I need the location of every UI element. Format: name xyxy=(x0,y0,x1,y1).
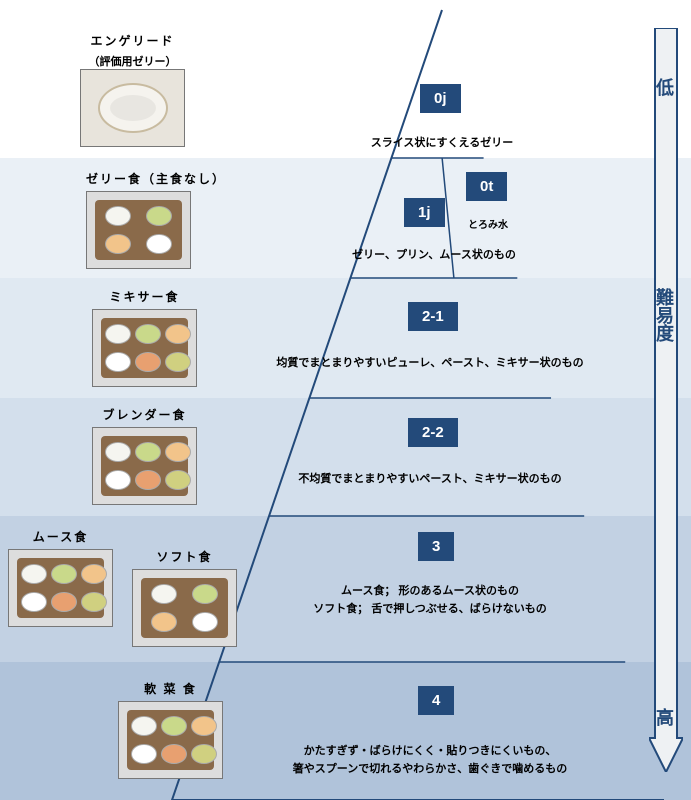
food-label: ミキサー食 xyxy=(92,288,197,305)
food-photo xyxy=(118,701,223,779)
level-desc-5: かたすぎず・ばらけにくく・貼りつきにくいもの、箸やスプーンで切れるやわらかさ、歯… xyxy=(210,740,650,778)
food-photo xyxy=(8,549,113,627)
level-code-4: 4 xyxy=(418,686,454,715)
food-label: ソフト食 xyxy=(132,548,237,565)
level-code-0t: 0t xyxy=(466,172,507,201)
food-card-5-0: 軟 菜 食 xyxy=(118,680,223,779)
level-desc-0: スライス状にすくえるゼリー xyxy=(222,132,662,152)
food-label: 軟 菜 食 xyxy=(118,680,223,697)
food-sublabel: （評価用ゼリー） xyxy=(80,53,185,69)
food-card-2-0: ミキサー食 xyxy=(92,288,197,387)
food-card-1-0: ゼリー食（主食なし） xyxy=(86,170,226,269)
level-code-0j: 0j xyxy=(420,84,461,113)
food-photo xyxy=(80,69,185,147)
food-photo xyxy=(92,427,197,505)
food-photo xyxy=(86,191,191,269)
difficulty-low-label: 低 xyxy=(651,78,677,96)
food-card-4-1: ソフト食 xyxy=(132,548,237,647)
food-label: ゼリー食（主食なし） xyxy=(86,170,226,187)
difficulty-high-label: 高 xyxy=(651,708,677,726)
food-label: エンゲリード xyxy=(80,32,185,49)
difficulty-arrow: 低 難易度 高 xyxy=(649,28,683,772)
food-card-4-0: ムース食 xyxy=(8,528,113,627)
difficulty-axis-label: 難易度 xyxy=(651,288,677,342)
level-code-3: 3 xyxy=(418,532,454,561)
level-desc-2: 均質でまとまりやすいピューレ、ペースト、ミキサー状のもの xyxy=(210,352,650,372)
food-photo xyxy=(92,309,197,387)
level-desc-4: ムース食； 形のあるムース状のものソフト食； 舌で押しつぶせる、ばらけないもの xyxy=(210,580,650,618)
food-photo xyxy=(132,569,237,647)
level-desc-3: 不均質でまとまりやすいペースト、ミキサー状のもの xyxy=(210,468,650,488)
extra-text: とろみ水 xyxy=(468,216,508,231)
food-card-0-0: エンゲリード （評価用ゼリー） xyxy=(80,32,185,147)
level-desc-1: ゼリー、プリン、ムース状のもの xyxy=(214,244,654,264)
level-code-2-2: 2-2 xyxy=(408,418,458,447)
food-card-3-0: ブレンダー食 xyxy=(92,406,197,505)
level-code-1j: 1j xyxy=(404,198,445,227)
food-label: ムース食 xyxy=(8,528,113,545)
level-code-2-1: 2-1 xyxy=(408,302,458,331)
food-label: ブレンダー食 xyxy=(92,406,197,423)
